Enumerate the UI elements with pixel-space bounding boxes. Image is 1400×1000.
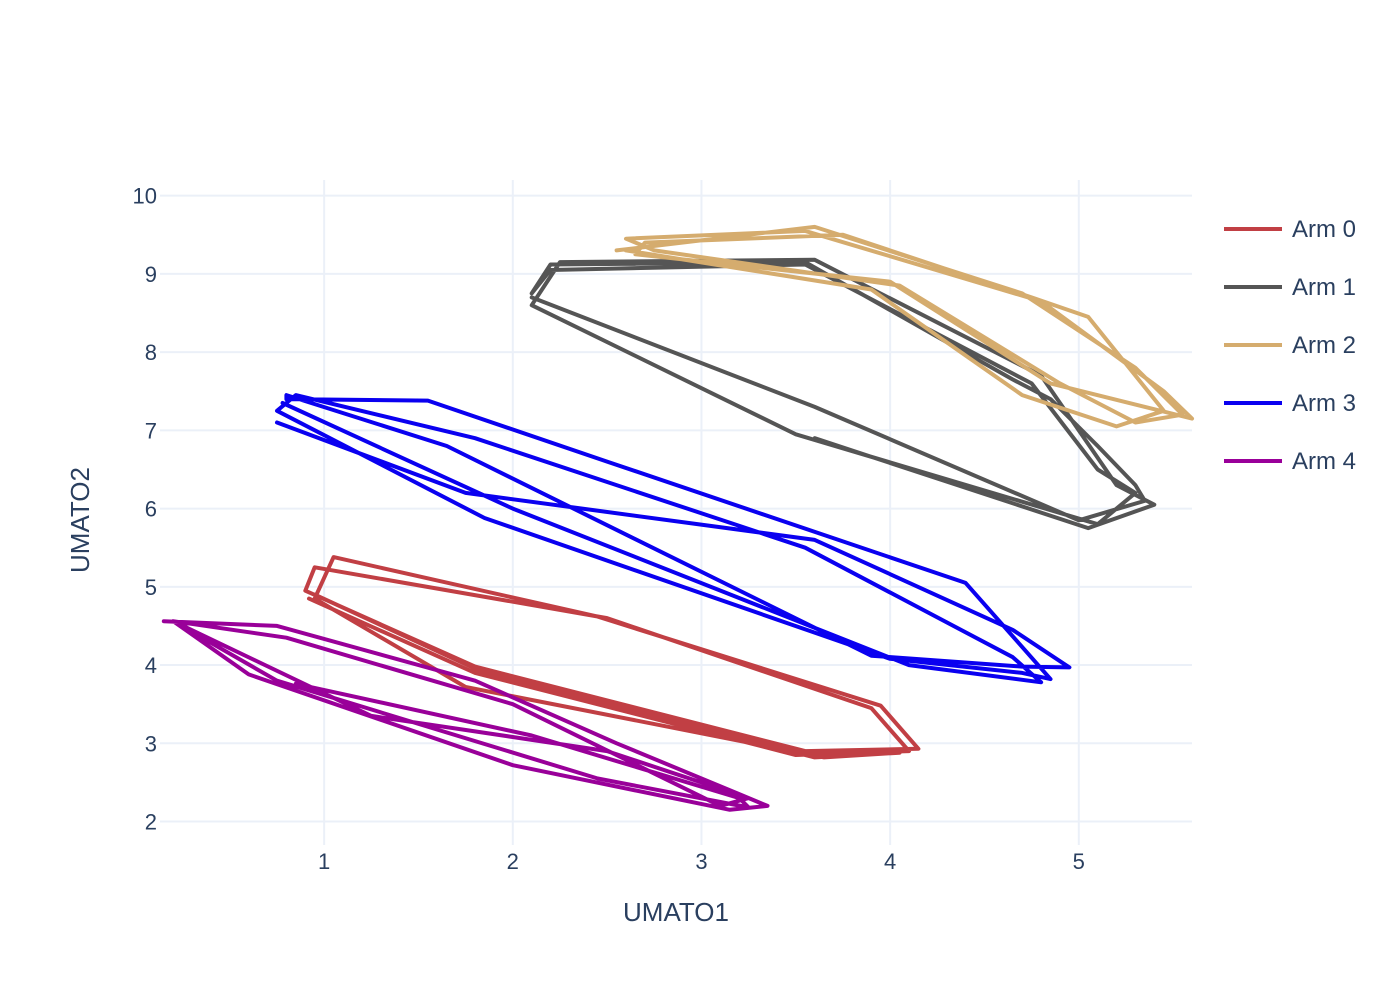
legend-item-arm-0[interactable]: Arm 0: [1224, 216, 1356, 243]
x-tick-label: 3: [695, 849, 707, 874]
legend-item-arm-4[interactable]: Arm 4: [1224, 448, 1356, 475]
y-tick-label: 4: [145, 653, 157, 678]
plot-area: [161, 224, 1194, 812]
legend-item-arm-3[interactable]: Arm 3: [1224, 390, 1356, 417]
x-tick-label: 4: [884, 849, 896, 874]
y-axis-title: UMATO2: [65, 467, 95, 573]
y-tick-label: 2: [145, 810, 157, 835]
grid-lines: [160, 180, 1192, 845]
series-line-arm-2[interactable]: [614, 224, 1194, 429]
x-tick-label: 2: [507, 849, 519, 874]
y-tick-label: 10: [133, 184, 157, 209]
y-tick-label: 5: [145, 575, 157, 600]
y-tick-label: 3: [145, 731, 157, 756]
legend-label: Arm 4: [1292, 448, 1356, 475]
y-tick-label: 9: [145, 262, 157, 287]
legend-item-arm-2[interactable]: Arm 2: [1224, 332, 1356, 359]
legend-item-arm-1[interactable]: Arm 1: [1224, 274, 1356, 301]
legend-label: Arm 0: [1292, 216, 1356, 243]
y-tick-label: 6: [145, 497, 157, 522]
legend-label: Arm 2: [1292, 332, 1356, 359]
y-tick-label: 7: [145, 418, 157, 443]
y-axis-ticks: 2 3 4 5 6 7 8 9 10: [133, 184, 157, 835]
y-tick-label: 8: [145, 340, 157, 365]
x-tick-label: 1: [318, 849, 330, 874]
x-axis-title: UMATO1: [623, 897, 729, 927]
x-axis-ticks: 1 2 3 4 5: [318, 849, 1085, 874]
legend-label: Arm 3: [1292, 390, 1356, 417]
x-tick-label: 5: [1073, 849, 1085, 874]
legend[interactable]: Arm 0 Arm 1 Arm 2 Arm 3 Arm 4: [1224, 216, 1356, 475]
series-line-arm-3[interactable]: [275, 393, 1072, 685]
series-line-arm-4[interactable]: [161, 619, 770, 812]
legend-label: Arm 1: [1292, 274, 1356, 301]
series-line-arm-0[interactable]: [303, 555, 921, 760]
